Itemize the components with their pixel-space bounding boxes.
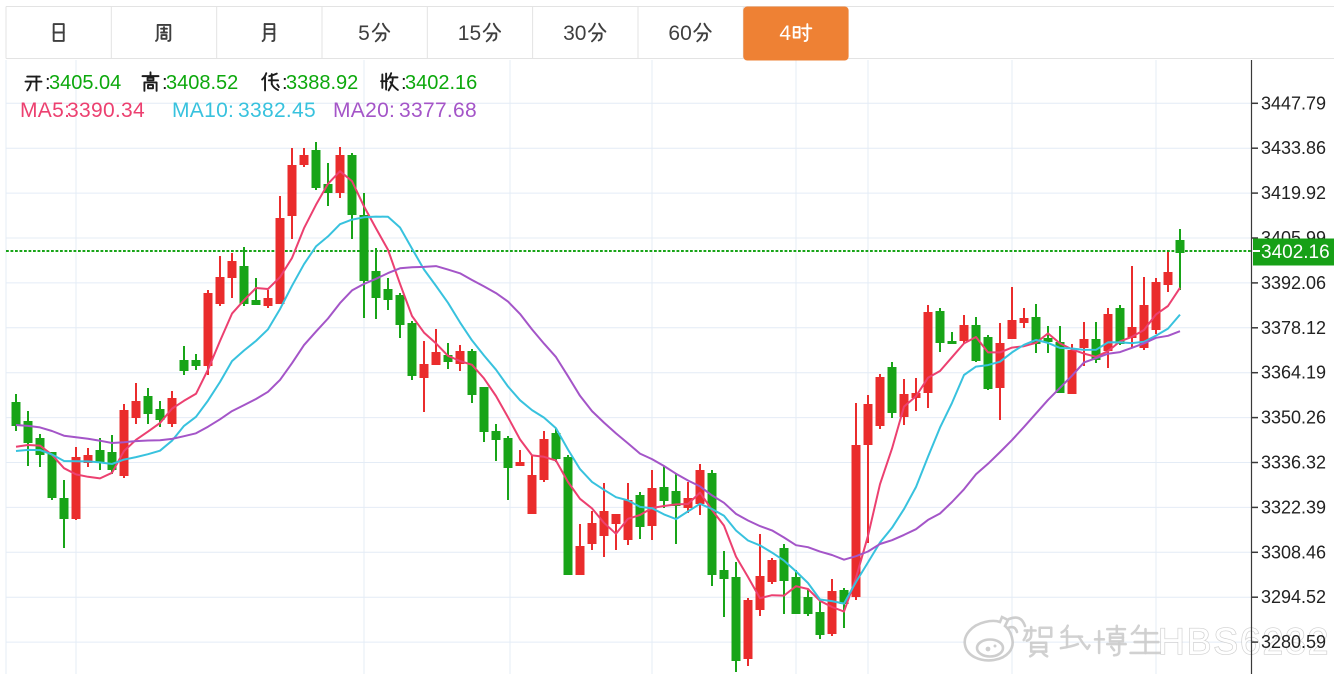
svg-text:3378.12: 3378.12 — [1261, 318, 1326, 338]
svg-text:60: 60 — [668, 22, 691, 45]
svg-text:3402.16: 3402.16 — [405, 72, 477, 94]
svg-text:3322.39: 3322.39 — [1261, 497, 1326, 517]
svg-text:3280.59: 3280.59 — [1261, 632, 1326, 652]
svg-text::: : — [162, 72, 168, 94]
svg-text:3402.16: 3402.16 — [1261, 242, 1330, 263]
svg-text:HBS6232: HBS6232 — [1158, 621, 1330, 662]
svg-text:3419.92: 3419.92 — [1261, 183, 1326, 203]
svg-text:3350.26: 3350.26 — [1261, 408, 1326, 428]
svg-text:3405.04: 3405.04 — [49, 72, 121, 94]
svg-text:3408.52: 3408.52 — [166, 72, 238, 94]
svg-text::: : — [45, 72, 51, 94]
svg-text:3392.06: 3392.06 — [1261, 273, 1326, 293]
svg-text:5: 5 — [358, 22, 370, 45]
svg-text:MA10: 3382.45: MA10: 3382.45 — [172, 99, 316, 122]
svg-text:3364.19: 3364.19 — [1261, 363, 1326, 383]
svg-text:3308.46: 3308.46 — [1261, 542, 1326, 562]
svg-text:3388.92: 3388.92 — [286, 72, 358, 94]
svg-text:15: 15 — [458, 22, 481, 45]
svg-text:3447.79: 3447.79 — [1261, 93, 1326, 113]
svg-text:3433.86: 3433.86 — [1261, 138, 1326, 158]
svg-text::: : — [401, 72, 407, 94]
svg-text:MA20: 3377.68: MA20: 3377.68 — [333, 99, 477, 122]
svg-text:3336.32: 3336.32 — [1261, 453, 1326, 473]
svg-text:3294.52: 3294.52 — [1261, 587, 1326, 607]
svg-text:30: 30 — [563, 22, 586, 45]
svg-text::: : — [282, 72, 288, 94]
svg-text:MA5: 3390.34: MA5: 3390.34 — [20, 99, 145, 122]
svg-text:4: 4 — [779, 22, 791, 45]
